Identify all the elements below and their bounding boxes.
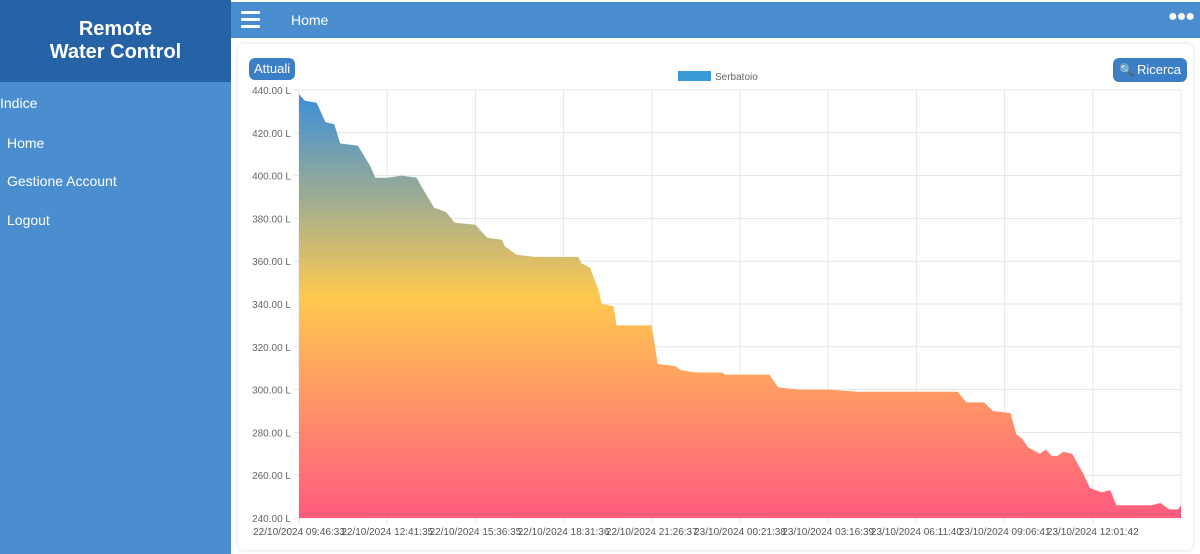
legend-label-serbatoio: Serbatoio [715,72,758,83]
y-tick-label: 320.00 L [252,343,291,354]
sidebar-section-label: Indice [0,95,38,111]
sidebar: Remote Water Control Indice Home Gestion… [0,0,231,554]
hamburger-icon[interactable] [241,11,260,29]
x-tick-label: 23/10/2024 03:16:39 [782,527,874,538]
x-tick-label: 22/10/2024 15:36:35 [430,527,522,538]
top-bar: Home ●●● [231,2,1200,38]
y-tick-label: 260.00 L [252,471,291,482]
x-tick-label: 22/10/2024 12:41:35 [341,527,433,538]
x-tick-label: 22/10/2024 18:31:36 [518,527,610,538]
chart-legend: Serbatoio [678,71,758,83]
y-axis: 440.00 L 420.00 L 400.00 L 380.00 L 360.00 L… [252,86,291,525]
search-icon: 🔍 [1119,63,1134,77]
y-tick-label: 360.00 L [252,257,291,268]
x-tick-label: 22/10/2024 09:46:33 [253,527,345,538]
y-tick-label: 300.00 L [252,386,291,397]
sidebar-item-home[interactable]: Home [7,135,45,151]
x-tick-label: 22/10/2024 21:26:37 [606,527,698,538]
brand-title-line1: Remote [78,18,153,40]
y-tick-label: 240.00 L [252,514,291,525]
area-series-serbatoio [299,94,1181,519]
y-tick-label: 340.00 L [252,300,291,311]
x-tick-label: 23/10/2024 12:01:42 [1047,527,1139,538]
attuali-button[interactable]: Attuali [249,58,296,80]
brand-header: Remote Water Control [0,0,231,82]
sidebar-item-logout[interactable]: Logout [7,212,50,228]
y-tick-label: 400.00 L [252,172,291,183]
y-tick-label: 420.00 L [252,129,291,140]
page-title: Home [291,12,329,28]
brand-title-line2: Water Control [49,41,182,63]
ricerca-button[interactable]: 🔍 Ricerca [1113,58,1188,82]
y-tick-label: 440.00 L [252,86,291,97]
y-tick-label: 380.00 L [252,214,291,225]
more-dots-icon[interactable]: ●●● [1168,8,1195,25]
sidebar-item-gestione-account[interactable]: Gestione Account [7,173,117,189]
y-tick-label: 280.00 L [252,428,291,439]
x-tick-label: 23/10/2024 00:21:38 [694,527,786,538]
ricerca-label: Ricerca [1136,62,1182,77]
x-tick-label: 23/10/2024 06:11:40 [871,527,962,538]
x-tick-label: 23/10/2024 09:06:41 [959,527,1051,538]
legend-swatch-serbatoio [678,71,711,81]
